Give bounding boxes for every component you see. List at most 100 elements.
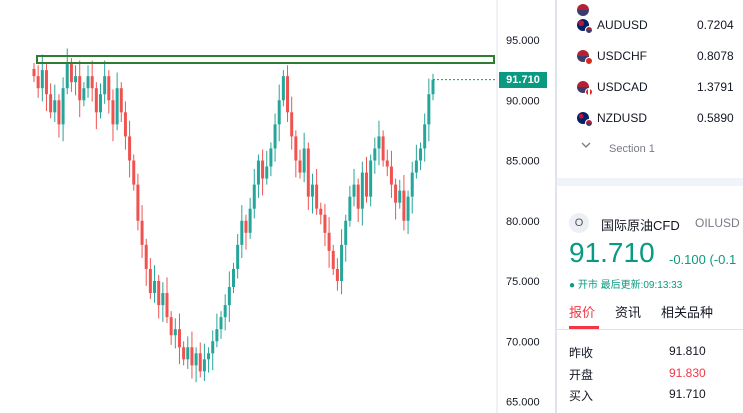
candle-body [331,250,335,269]
symbol-logo-icon: O [569,213,589,233]
tab-news[interactable]: 资讯 [615,305,642,320]
price-axis-tick: 70.000 [506,336,540,348]
candle-body [111,100,115,125]
candle-body [419,148,423,161]
candle-body [356,184,360,209]
candle-body [294,136,298,161]
stat-label: 开盘 [569,368,594,382]
candle-body [65,64,69,89]
candle-body [310,184,314,197]
symbol-price: 91.710 [569,237,655,268]
candle-body [398,190,402,203]
candle-body [82,88,86,101]
price-chart[interactable]: 95.000 90.000 85.000 80.000 75.000 70.000 65.0… [0,0,555,413]
candle-body [406,196,410,221]
candle-body [123,112,127,137]
panel-divider[interactable] [555,0,557,413]
candle-body [385,160,389,167]
candle-body [265,166,269,179]
watchlist-row-usdchf[interactable]: USDCHF 0.8078 [557,40,743,71]
candle-body [157,281,161,306]
candle-body [107,76,111,101]
watchlist-symbol: USDCHF [597,48,647,63]
resistance-zone-box[interactable] [36,55,495,64]
candle-body [219,317,223,330]
price-axis-tick: 85.000 [506,156,540,168]
candlestick-chart-svg[interactable]: 95.000 90.000 85.000 80.000 75.000 70.000 65.0… [0,0,555,413]
candle-body [194,353,198,366]
candle-body [190,347,194,366]
change-percent: (-0.1 [709,252,737,267]
candle-body [49,94,53,113]
symbol-change: -0.100 (-0.1 [669,252,736,267]
section-label: Section 1 [609,143,655,155]
candle-body [365,172,368,197]
candle-body [319,208,323,215]
price-axis-tick: 65.000 [506,397,540,409]
candle-body [169,317,173,336]
candle-body [161,293,165,306]
candle-body [360,172,364,209]
candle-body [40,70,44,89]
watchlist-price: 0.8078 [697,48,734,63]
flag-icon [577,3,589,16]
chevron-down-icon[interactable] [581,140,591,153]
last-price-tag: 91.710 [499,72,547,88]
watchlist-row-partial[interactable] [557,0,743,25]
watchlist-section-header[interactable]: Section 1 [557,134,743,164]
candle-body [202,359,206,372]
candle-body [281,76,285,101]
candle-body [315,184,319,209]
tab-quote[interactable]: 报价 [569,305,596,320]
candle-body [381,136,385,161]
us-flag-icon [585,119,593,127]
candle-body [335,268,339,281]
candle-body [244,220,248,233]
candle-body [377,136,381,149]
swiss-flag-icon [585,57,593,65]
candle-body [140,220,144,245]
candle-body [327,232,331,251]
watchlist-price: 0.7204 [697,17,734,32]
symbol-detail-panel: O 国际原油CFD OILUSD 91.710 -0.100 (-0.1 ● 开… [557,186,743,413]
candle-body [323,214,327,233]
candle-body [211,341,215,354]
stat-label: 买入 [569,389,594,403]
candle-body [232,268,235,288]
detail-tabs: 报价 资讯 相关品种 [569,302,743,329]
tab-related[interactable]: 相关品种 [661,305,714,320]
change-value: -0.100 [669,252,706,267]
watchlist-row-usdcad[interactable]: USDCAD 1.3791 [557,71,743,102]
candle-body [286,76,290,113]
candle-body [261,160,265,179]
symbol-ticker: OILUSD [695,216,740,230]
candle-body [348,196,352,221]
candle-body [36,76,40,89]
candle-body [240,220,244,245]
candle-body [306,148,310,197]
stat-label: 昨收 [569,346,594,360]
candle-body [119,88,123,113]
stat-row-open: 开盘 91.830 [569,366,743,386]
candle-body [369,160,373,197]
candle-body [389,166,393,185]
candle-body [236,244,240,269]
panel-separator [557,178,743,186]
watchlist-price: 1.3791 [697,79,734,94]
watchlist-row-nzdusd[interactable]: NZDUSD 0.5890 [557,102,743,133]
tab-divider [557,329,743,330]
candle-body [53,100,57,113]
candle-body [352,184,356,197]
market-status: ● 开市 最后更新:09:13:33 [569,280,683,291]
candle-body [248,208,252,233]
candle-body [277,100,281,125]
stat-value: 91.710 [669,387,706,401]
active-tab-indicator [569,326,599,329]
candle-body [340,244,344,281]
candle-body [273,124,277,149]
candle-body [414,160,418,173]
candle-body [99,94,102,113]
watchlist-row-audusd[interactable]: AUDUSD 0.7204 [557,9,743,40]
price-axis-tick: 95.000 [506,35,540,47]
candle-body [44,70,48,95]
